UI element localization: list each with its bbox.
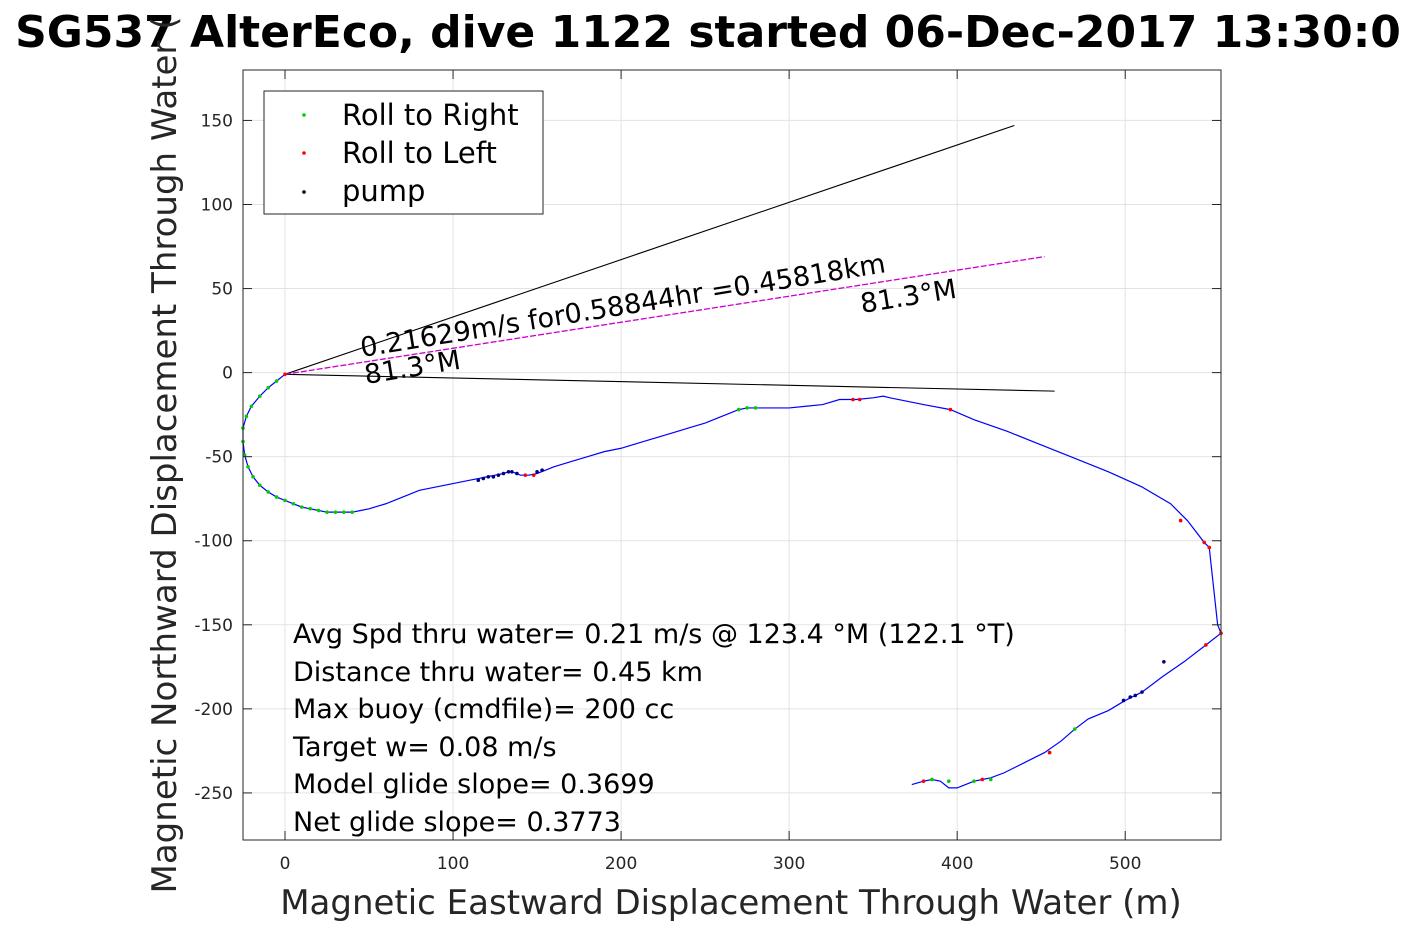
pump-point	[486, 475, 491, 479]
stat-max-buoy: Max buoy (cmdfile)= 200 cc	[293, 694, 674, 725]
roll-right-point	[266, 385, 271, 390]
pump-point	[481, 476, 486, 481]
roll-right-point	[316, 508, 321, 513]
roll-right-point	[333, 510, 338, 514]
roll-right-point	[745, 406, 749, 410]
x-tick-label: 500	[1109, 854, 1141, 874]
pump-point	[501, 471, 506, 476]
roll-left-point	[851, 397, 855, 402]
legend-box	[263, 90, 544, 215]
legend: Roll to Right Roll to Left pump	[263, 90, 544, 215]
axes-box	[242, 69, 1222, 841]
pump-point	[1162, 659, 1166, 664]
roll-right-point	[1073, 727, 1077, 731]
y-tick-label: 50	[211, 280, 233, 300]
roll-right-point	[242, 453, 247, 457]
roll-right-point	[274, 495, 279, 499]
stat-target-w: Target w= 0.08 m/s	[292, 732, 557, 763]
y-tick-label: -150	[194, 616, 233, 636]
roll-left-point	[1178, 518, 1183, 523]
pump-point	[1121, 698, 1126, 703]
roll-right-point	[972, 779, 976, 783]
pump-point	[1133, 693, 1138, 698]
roll-right-point	[266, 490, 271, 494]
roll-left-point	[857, 397, 862, 402]
pump-point	[491, 475, 496, 479]
roll-right-point	[930, 777, 934, 782]
roll-right-point	[249, 404, 254, 409]
roll-left-point	[1047, 750, 1052, 755]
x-tick-label: 100	[437, 854, 469, 874]
roll-left-point	[948, 407, 953, 412]
roll-left-point	[523, 473, 528, 477]
y-tick-label: -200	[194, 700, 233, 720]
y-tick-label: 100	[201, 195, 233, 215]
stat-avg-speed: Avg Spd thru water= 0.21 m/s @ 123.4 °M …	[293, 619, 1015, 650]
stat-distance: Distance thru water= 0.45 km	[293, 657, 703, 688]
roll-right-point	[736, 407, 741, 412]
stat-net-glide-slope: Net glide slope= 0.3773	[293, 807, 621, 838]
data-series	[241, 124, 1223, 789]
roll-left-point	[1207, 545, 1212, 550]
y-tick-label: -100	[194, 532, 233, 552]
legend-label-roll-right: Roll to Right	[342, 98, 519, 132]
pump-point	[515, 471, 519, 476]
pump-point	[535, 470, 539, 474]
roll-right-point	[988, 777, 993, 782]
roll-left-point	[1204, 643, 1208, 647]
pump-point	[540, 468, 544, 472]
roll-right-point	[325, 510, 329, 514]
pump-point	[506, 470, 511, 474]
y-tick-label: -50	[205, 448, 233, 468]
heading-line	[284, 255, 1045, 375]
legend-label-roll-left: Roll to Left	[342, 136, 497, 170]
pump-point	[1140, 690, 1144, 694]
legend-marker-roll-left	[302, 151, 306, 155]
roll-left-point	[531, 473, 536, 477]
roll-left-point	[921, 779, 926, 783]
roll-right-point	[753, 406, 758, 410]
roll-right-point	[258, 483, 262, 488]
pump-point	[496, 473, 501, 477]
roll-right-point	[342, 510, 346, 514]
legend-marker-roll-right	[302, 113, 306, 117]
roll-right-point	[283, 498, 287, 503]
roll-right-point	[946, 779, 951, 783]
roll-right-point	[308, 506, 313, 511]
roll-right-point	[246, 464, 250, 469]
y-axis-label: Magnetic Northward Displacement Through …	[145, 17, 185, 894]
y-tick-label: -250	[194, 784, 233, 804]
stats-box: Avg Spd thru water= 0.21 m/s @ 123.4 °M …	[292, 619, 1015, 838]
roll-right-point	[258, 394, 262, 398]
pump-point	[510, 470, 514, 474]
x-tick-label: 200	[605, 854, 637, 874]
axis-ticks: 0 100 200 300 400 500150100500-50-100-150-200…	[194, 70, 1221, 874]
roll-left-point	[980, 777, 985, 782]
chart-title: SG537 AlterEco, dive 1122 started 06-Dec…	[15, 7, 1401, 58]
x-tick-label: 300	[773, 854, 805, 874]
roll-right-point	[251, 475, 255, 479]
stat-model-glide-slope: Model glide slope= 0.3699	[293, 769, 655, 800]
x-tick-label: 0	[280, 854, 291, 874]
grid-lines	[243, 70, 1221, 840]
roll-right-point	[300, 505, 304, 509]
legend-label-pump: pump	[342, 174, 425, 208]
pump-point	[1128, 695, 1133, 699]
heading-line	[284, 124, 1015, 375]
roll-right-point	[244, 414, 249, 419]
x-tick-label: 400	[941, 854, 973, 874]
roll-left-point	[1202, 540, 1206, 545]
roll-right-point	[350, 510, 355, 514]
legend-marker-pump	[302, 190, 306, 194]
roll-left-point	[283, 372, 287, 377]
roll-right-point	[291, 501, 296, 506]
y-tick-label: 150	[201, 111, 233, 131]
roll-right-point	[274, 379, 279, 383]
heading-line	[284, 373, 1055, 392]
x-axis-label: Magnetic Eastward Displacement Through W…	[280, 883, 1182, 923]
pump-point	[476, 478, 481, 483]
y-tick-label: 0	[222, 364, 233, 384]
